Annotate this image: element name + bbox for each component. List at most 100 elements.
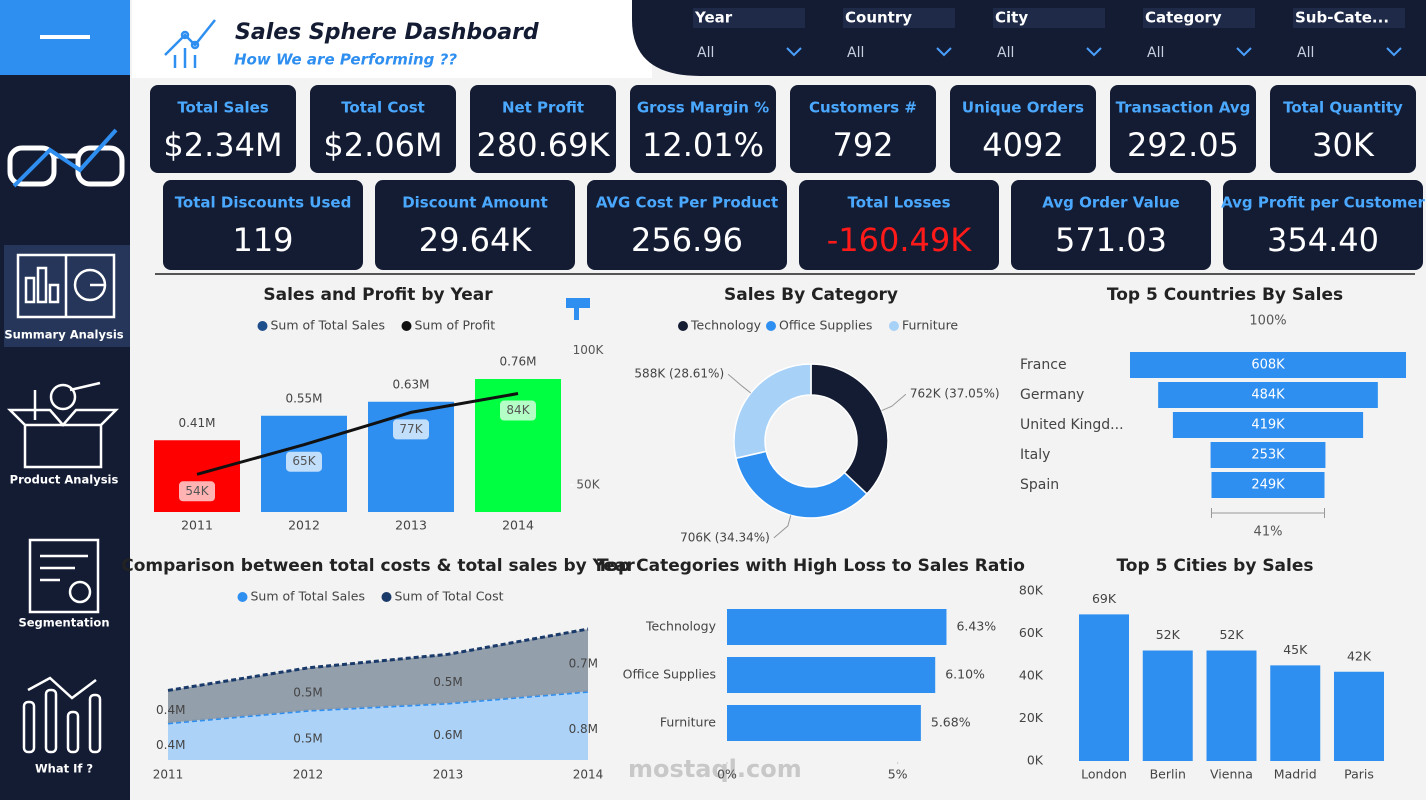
- filter-value: All: [697, 45, 714, 61]
- nav-icons: [6, 253, 120, 754]
- funnel-value-label: 484K: [1251, 388, 1285, 403]
- bar-value-label: 0.41M: [178, 416, 215, 430]
- kpi-card: [587, 180, 787, 270]
- funnel-bar: [1211, 472, 1325, 498]
- kpi-label: Avg Profit per Customer: [1221, 194, 1425, 212]
- legend-label: Furniture: [902, 318, 958, 333]
- filter-chevron[interactable]: [1086, 47, 1102, 57]
- x-tick-label: 0%: [717, 767, 737, 782]
- bar-value-label: 0.55M: [285, 391, 322, 405]
- legend-marker: [257, 321, 268, 331]
- filter-box[interactable]: [693, 8, 805, 28]
- area-fill: [168, 629, 588, 723]
- kpi-label: Total Cost: [341, 99, 425, 117]
- nav-item: Segmentation: [18, 616, 109, 630]
- bar-value-label: 52K: [1156, 627, 1181, 642]
- bar-value-label: 0.76M: [499, 355, 536, 369]
- kpi-card: [1011, 180, 1211, 270]
- area-value-label: 0.5M: [293, 732, 322, 746]
- chart-title: Top 5 Cities by Sales: [1116, 556, 1313, 576]
- kpi-label: Customers #: [809, 99, 917, 117]
- legend-marker: [401, 321, 412, 331]
- area-line: [167, 627, 589, 692]
- filter-label: Sub-Cate...: [1295, 9, 1389, 27]
- filter-chevron[interactable]: [786, 47, 802, 57]
- x-tick-label: 2011: [153, 768, 184, 782]
- bar: [1334, 671, 1384, 761]
- nav-item: What If ?: [35, 762, 93, 776]
- filter-value: All: [847, 45, 864, 61]
- bar: [1142, 650, 1193, 761]
- bar: [1079, 614, 1129, 761]
- kpi-value: 256.96: [631, 221, 743, 259]
- x-tick-label: 2012: [288, 518, 320, 533]
- profit-label-box: [179, 481, 215, 502]
- x-tick-label: Berlin: [1150, 767, 1186, 782]
- funnel-bar: [1210, 442, 1326, 468]
- bar-value-label: 0.63M: [392, 377, 429, 391]
- kpi-card: [630, 85, 776, 173]
- kpi-value: 119: [232, 221, 293, 259]
- kpi-label: Total Sales: [177, 99, 268, 117]
- kpi-label: Total Discounts Used: [175, 194, 352, 212]
- filter-value: All: [997, 45, 1014, 61]
- funnel-bar: [1172, 412, 1364, 438]
- funnel-bracket: [1210, 508, 1326, 518]
- kpi-card: [1223, 180, 1423, 270]
- slice-label: 588K (28.61%): [634, 367, 724, 381]
- kpi-label: Gross Margin %: [637, 99, 769, 117]
- legend-label: Office Supplies: [779, 318, 872, 333]
- watermark: mostaql.com: [628, 755, 802, 783]
- legend-label: Technology: [690, 318, 762, 333]
- profit-label-box: [286, 451, 322, 472]
- profit-value-label: 65K: [292, 454, 316, 468]
- logo-glasses: [7, 128, 125, 188]
- kpi-value: 571.03: [1055, 221, 1167, 259]
- bar: [727, 705, 921, 741]
- area-value-label: 0.4M: [156, 738, 185, 752]
- filter-box[interactable]: [993, 8, 1105, 28]
- donut-slice: [735, 450, 868, 519]
- bar-value-label: 5.68%: [931, 715, 971, 730]
- chart-title: Comparison between total costs & total s…: [121, 556, 635, 576]
- profit-line: [196, 392, 519, 476]
- funnel-bar: [1130, 352, 1406, 378]
- funnel-value-label: 253K: [1251, 448, 1285, 463]
- filter-chevron[interactable]: [1386, 47, 1402, 57]
- legend-marker: [237, 592, 248, 602]
- kpi-label: Net Profit: [502, 99, 584, 117]
- profit-value-label: 54K: [185, 484, 209, 498]
- kpi-value: 30K: [1312, 126, 1375, 164]
- x-tick-label: London: [1081, 767, 1127, 782]
- kpi-card: [163, 180, 363, 270]
- funnel-bottom-label: 41%: [1254, 525, 1283, 540]
- kpi-card: [150, 85, 296, 173]
- bar-value-label: 52K: [1219, 627, 1244, 642]
- x-tick-label: 2014: [502, 518, 534, 533]
- kpi-card: [1270, 85, 1416, 173]
- funnel-value-label: 419K: [1251, 418, 1285, 433]
- y-tick-label: 80K: [1019, 583, 1044, 598]
- donut-slice: [810, 363, 889, 495]
- filter-chevron[interactable]: [936, 47, 952, 57]
- filter-box[interactable]: [1143, 8, 1255, 28]
- kpi-value: 280.69K: [477, 126, 611, 164]
- x-tick-label: 2013: [395, 518, 427, 533]
- filter-box[interactable]: [843, 8, 955, 28]
- filter-chevron[interactable]: [1236, 47, 1252, 57]
- area-line: [167, 689, 589, 725]
- bar: [1270, 665, 1321, 761]
- donut-slice: [733, 363, 812, 460]
- funnel-value-label: 249K: [1251, 478, 1285, 493]
- header-icon: [164, 19, 216, 68]
- kpi-value: 792: [832, 126, 893, 164]
- funnel-category: United Kingd...: [1020, 417, 1124, 433]
- filter-box[interactable]: [1293, 8, 1405, 28]
- drill-icon[interactable]: [566, 298, 590, 320]
- area-fill: [168, 691, 588, 760]
- kpi-card: [310, 85, 456, 173]
- x-tick-label: 2014: [573, 768, 604, 782]
- header: [132, 0, 652, 78]
